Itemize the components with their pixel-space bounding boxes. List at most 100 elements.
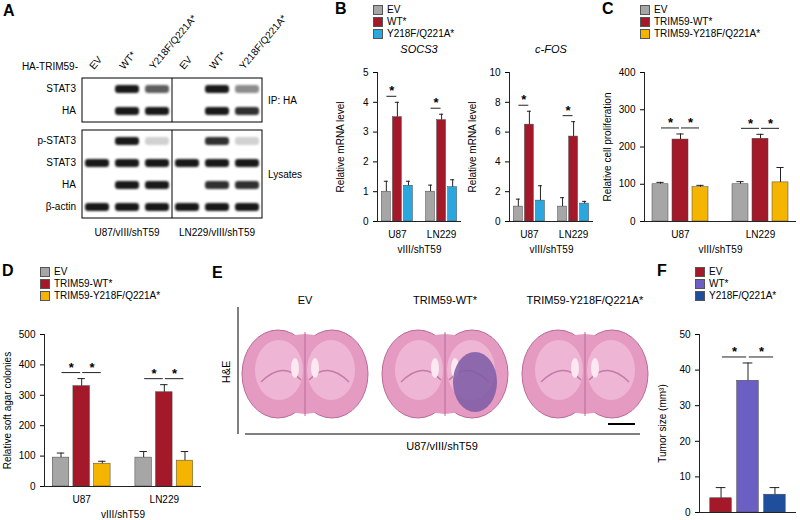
svg-text:40: 40 [679,364,691,375]
html-text:C: C [602,0,614,17]
svg-text:vIII/shT59: vIII/shT59 [530,244,574,255]
svg-text:LN229: LN229 [150,494,180,505]
svg-text:*: * [732,344,738,359]
svg-text:p-STAT3: p-STAT3 [37,135,76,146]
html-text:TRIM59-Y218F/Q221A*: TRIM59-Y218F/Q221A* [654,28,761,39]
svg-text:LN229/vIII/shT59: LN229/vIII/shT59 [179,227,256,238]
svg-text:2: 2 [363,156,369,167]
svg-text:*: * [748,115,754,130]
svg-text:Relative mRNA level: Relative mRNA level [467,101,478,192]
svg-text:U87: U87 [73,494,92,505]
svg-text:Relative mRNA level: Relative mRNA level [335,101,346,192]
html-text:B: B [335,0,347,17]
svg-text:vIII/shT59: vIII/shT59 [699,244,743,255]
html-text:SOCS3: SOCS3 [400,43,438,55]
svg-text:U87: U87 [520,229,539,240]
svg-text:0: 0 [363,216,369,227]
svg-text:*: * [668,115,674,130]
html-text:EV: EV [709,266,723,277]
svg-text:300: 300 [19,390,36,401]
svg-text:vIII/shT59: vIII/shT59 [101,509,145,520]
svg-text:0: 0 [30,481,36,492]
svg-text:8: 8 [495,97,501,108]
html-text:TRIM59-Y218F/Q221A*: TRIM59-Y218F/Q221A* [54,290,161,301]
svg-text:4: 4 [363,97,369,108]
svg-text:Lysates: Lysates [268,169,302,180]
svg-text:H&E: H&E [220,361,232,384]
svg-text:HA-TRIM59-: HA-TRIM59- [22,61,78,72]
svg-text:STAT3: STAT3 [46,157,76,168]
html-text:EV: EV [654,4,668,15]
svg-text:LN229: LN229 [427,229,457,240]
html-text:WT*: WT* [387,16,407,27]
html-text:TRIM59-WT*: TRIM59-WT* [654,16,713,27]
svg-text:U87/vIII/shT59: U87/vIII/shT59 [406,440,478,452]
svg-text:U87: U87 [671,229,690,240]
svg-text:1: 1 [363,186,369,197]
svg-text:50: 50 [679,329,691,340]
svg-text:β-actin: β-actin [46,201,76,212]
svg-text:A: A [3,2,15,19]
svg-text:HA: HA [62,179,76,190]
html-text:c-FOS: c-FOS [535,43,567,55]
svg-text:EV: EV [177,54,194,72]
svg-text:E: E [212,264,223,281]
svg-text:HA: HA [62,105,76,116]
svg-text:400: 400 [19,359,36,370]
svg-text:LN229: LN229 [746,229,776,240]
svg-text:vIII/shT59: vIII/shT59 [398,244,442,255]
svg-text:30: 30 [679,400,691,411]
svg-text:300: 300 [619,104,636,115]
svg-text:*: * [566,103,572,118]
svg-text:100: 100 [19,450,36,461]
svg-text:*: * [434,95,440,110]
svg-text:*: * [688,115,694,130]
svg-text:*: * [151,366,157,381]
svg-text:EV: EV [298,294,313,306]
svg-text:0: 0 [685,507,691,518]
svg-text:0: 0 [495,216,501,227]
svg-text:STAT3: STAT3 [46,83,76,94]
svg-text:*: * [768,115,774,130]
html-text:Y218F/Q221A*: Y218F/Q221A* [387,28,455,39]
svg-text:WT*: WT* [207,49,228,71]
svg-text:200: 200 [619,141,636,152]
html-text:D: D [2,262,14,279]
html-text:TRIM59-WT*: TRIM59-WT* [54,278,113,289]
svg-text:EV: EV [87,54,104,72]
svg-text:*: * [521,92,527,107]
svg-text:IP: HA: IP: HA [268,95,297,106]
svg-text:TRIM59-WT*: TRIM59-WT* [413,294,478,306]
svg-text:Relative cell proliferation: Relative cell proliferation [602,93,613,202]
svg-text:*: * [69,360,75,375]
html-text:EV: EV [54,266,68,277]
svg-text:TRIM59-Y218F/Q221A*: TRIM59-Y218F/Q221A* [527,294,644,306]
svg-text:LN229: LN229 [559,229,589,240]
svg-text:10: 10 [489,67,501,78]
svg-text:*: * [172,366,178,381]
svg-text:4: 4 [495,156,501,167]
svg-text:200: 200 [19,420,36,431]
svg-text:3: 3 [363,126,369,137]
svg-text:U87: U87 [388,229,407,240]
html-text:EV: EV [387,4,401,15]
svg-text:20: 20 [679,436,691,447]
svg-text:*: * [759,344,765,359]
svg-text:WT*: WT* [117,49,138,71]
svg-text:*: * [89,360,95,375]
html-text:WT*: WT* [709,278,729,289]
svg-text:400: 400 [619,67,636,78]
svg-text:5: 5 [363,67,369,78]
svg-text:6: 6 [495,126,501,137]
svg-text:Relative soft agar colonies: Relative soft agar colonies [2,352,13,469]
svg-text:Tumor size (mm³): Tumor size (mm³) [657,384,668,463]
svg-text:100: 100 [619,178,636,189]
svg-text:500: 500 [19,329,36,340]
svg-text:0: 0 [630,216,636,227]
svg-text:10: 10 [679,471,691,482]
svg-text:2: 2 [495,186,501,197]
svg-text:Y218F/Q221A*: Y218F/Q221A* [237,13,289,72]
svg-text:*: * [389,83,395,98]
svg-text:U87/vIII/shT59: U87/vIII/shT59 [94,227,159,238]
svg-text:Y218F/Q221A*: Y218F/Q221A* [147,13,199,72]
